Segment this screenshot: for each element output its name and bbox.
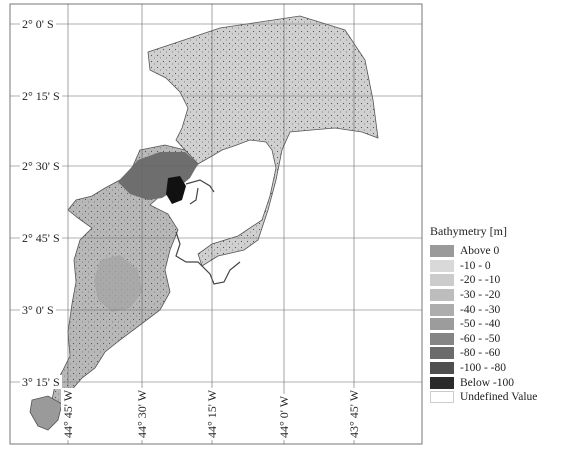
legend-swatch xyxy=(430,391,454,404)
legend-item: -80 - -60 xyxy=(430,346,576,361)
legend-item: Above 0 xyxy=(430,244,576,259)
legend-label: -20 - -10 xyxy=(460,274,501,287)
legend-label: -80 - -60 xyxy=(460,347,501,360)
legend-swatch xyxy=(430,347,454,360)
lat-label-2-0: 2° 0' S xyxy=(20,17,56,31)
legend-item: -100 - -80 xyxy=(430,361,576,376)
lat-label-3-0: 3° 0' S xyxy=(20,303,56,317)
lon-label-43-45: 43° 45' W xyxy=(347,387,361,440)
legend-item: Undefined Value xyxy=(430,390,576,405)
legend-swatch xyxy=(430,259,454,272)
legend-swatch xyxy=(430,332,454,345)
lon-label-44-0: 44° 0' W xyxy=(277,393,291,440)
legend-label: Above 0 xyxy=(460,245,500,258)
legend-rows: Above 0 -10 - 0 -20 - -10 -30 - -20 -40 - -3… xyxy=(430,244,576,405)
lat-label-2-30: 2° 30' S xyxy=(20,159,62,173)
legend-label: Below -100 xyxy=(460,376,514,389)
legend-item: -40 - -30 xyxy=(430,302,576,317)
legend-label: Undefined Value xyxy=(460,391,538,404)
deepest-area xyxy=(166,176,186,204)
southern-islands xyxy=(29,395,63,431)
lat-label-2-45: 2° 45' S xyxy=(20,231,62,245)
legend-swatch xyxy=(430,274,454,287)
legend-label: -10 - 0 xyxy=(460,259,491,272)
legend-swatch xyxy=(430,303,454,316)
water-mesh-outer xyxy=(148,16,378,266)
legend-item: -20 - -10 xyxy=(430,273,576,288)
legend-item: Below -100 xyxy=(430,375,576,390)
legend-item: -60 - -50 xyxy=(430,332,576,347)
legend-item: -50 - -40 xyxy=(430,317,576,332)
lat-label-3-15: 3° 15' S xyxy=(20,375,62,389)
legend-item: -30 - -20 xyxy=(430,288,576,303)
legend-swatch xyxy=(430,362,454,375)
legend-swatch xyxy=(430,245,454,258)
lon-label-44-45: 44° 45' W xyxy=(61,387,75,440)
legend-label: -40 - -30 xyxy=(460,303,501,316)
mid-depth-zone xyxy=(94,255,142,312)
legend-swatch xyxy=(430,376,454,389)
lat-label-2-15: 2° 15' S xyxy=(20,89,62,103)
river-channel-south xyxy=(175,231,241,285)
bathymetry-legend: Bathymetry [m] Above 0 -10 - 0 -20 - -10 -3… xyxy=(430,224,576,405)
legend-swatch xyxy=(430,289,454,302)
graticule xyxy=(10,4,422,444)
lon-label-44-30: 44° 30' W xyxy=(135,387,149,440)
legend-label: -60 - -50 xyxy=(460,332,501,345)
legend-title: Bathymetry [m] xyxy=(430,224,507,238)
legend-label: -30 - -20 xyxy=(460,289,501,302)
legend-swatch xyxy=(430,318,454,331)
legend-label: -100 - -80 xyxy=(460,362,506,375)
lon-label-44-15: 44° 15' W xyxy=(205,387,219,440)
legend-label: -50 - -40 xyxy=(460,318,501,331)
legend-item: -10 - 0 xyxy=(430,259,576,274)
